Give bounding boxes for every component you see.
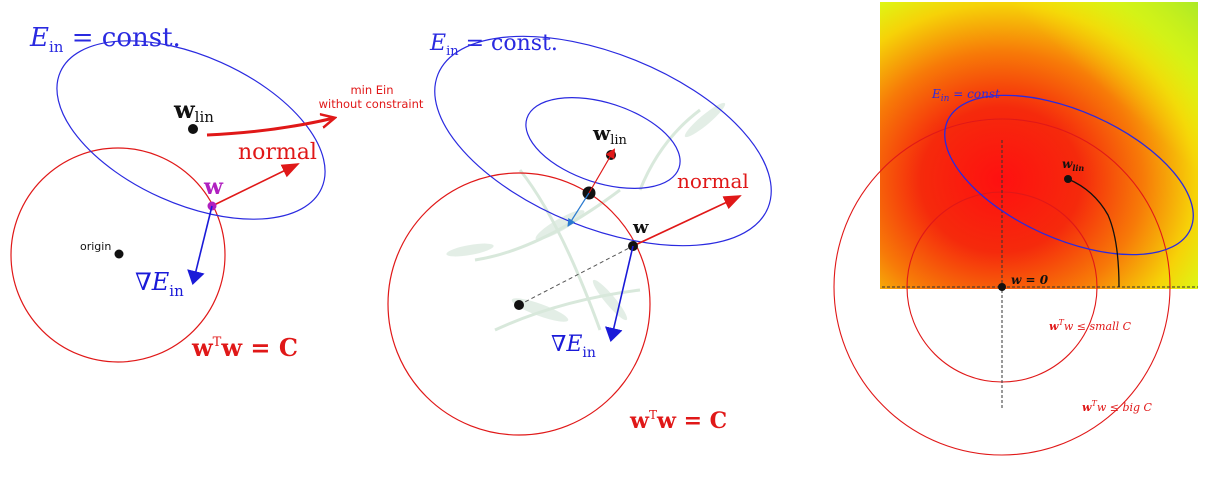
panel-3: Ein = const wlin w = 0 wTw ≤ small C wTw… bbox=[833, 2, 1198, 456]
gradient-arrow bbox=[187, 205, 213, 285]
regularization-path bbox=[1067, 178, 1120, 288]
inner-gradient-arrow bbox=[567, 192, 590, 227]
ein-label: Ein = const bbox=[931, 87, 1000, 104]
constraint-label: wTw = C bbox=[191, 333, 298, 362]
constraint-circle bbox=[10, 147, 226, 363]
w-label: w bbox=[203, 174, 224, 200]
small-c-label: wTw ≤ small C bbox=[1049, 318, 1132, 333]
wlin-label: wlin bbox=[173, 95, 214, 126]
ein-contour-inner bbox=[525, 97, 681, 189]
normal-label: normal bbox=[238, 140, 317, 165]
normal-arrow bbox=[632, 195, 742, 247]
constraint-circle bbox=[387, 172, 651, 436]
gradient-arrow bbox=[604, 245, 634, 342]
normal-arrow bbox=[211, 163, 300, 207]
origin-point bbox=[114, 249, 124, 259]
w-label: w bbox=[632, 217, 649, 238]
normal-label: normal bbox=[677, 169, 749, 193]
ein-label: Ein = const. bbox=[429, 31, 558, 59]
panel-1: Ein = const. wlin min Ein without constr… bbox=[10, 23, 424, 363]
big-c-label: wTw ≤ big C bbox=[1082, 399, 1153, 414]
panel-2: Ein = const. wlin normal w ∇Ein wTw = C bbox=[387, 31, 772, 436]
origin-point bbox=[514, 300, 524, 310]
wlin-point bbox=[1064, 175, 1072, 183]
inner-normal-arrow bbox=[588, 148, 616, 194]
constraint-label: wTw = C bbox=[629, 408, 727, 434]
origin-point bbox=[998, 283, 1006, 291]
annotation-line-2: without constraint bbox=[319, 97, 424, 111]
gradient-label: ∇Ein bbox=[551, 332, 596, 361]
ein-contour-ellipse bbox=[944, 94, 1194, 256]
ein-label: Ein = const. bbox=[29, 23, 181, 56]
annotation-line-1: min Ein bbox=[350, 83, 393, 97]
wlin-point bbox=[188, 124, 198, 134]
wlin-label: wlin bbox=[1062, 157, 1084, 173]
unconstrained-arrow bbox=[206, 118, 334, 137]
radius-dashed-line bbox=[518, 245, 634, 306]
origin-label: origin bbox=[80, 240, 111, 253]
origin-label: w = 0 bbox=[1011, 273, 1049, 287]
bamboo-watermark bbox=[474, 108, 701, 332]
ein-contour-ellipse bbox=[56, 40, 326, 220]
gradient-label: ∇Ein bbox=[135, 268, 184, 300]
wlin-label: wlin bbox=[592, 121, 628, 148]
